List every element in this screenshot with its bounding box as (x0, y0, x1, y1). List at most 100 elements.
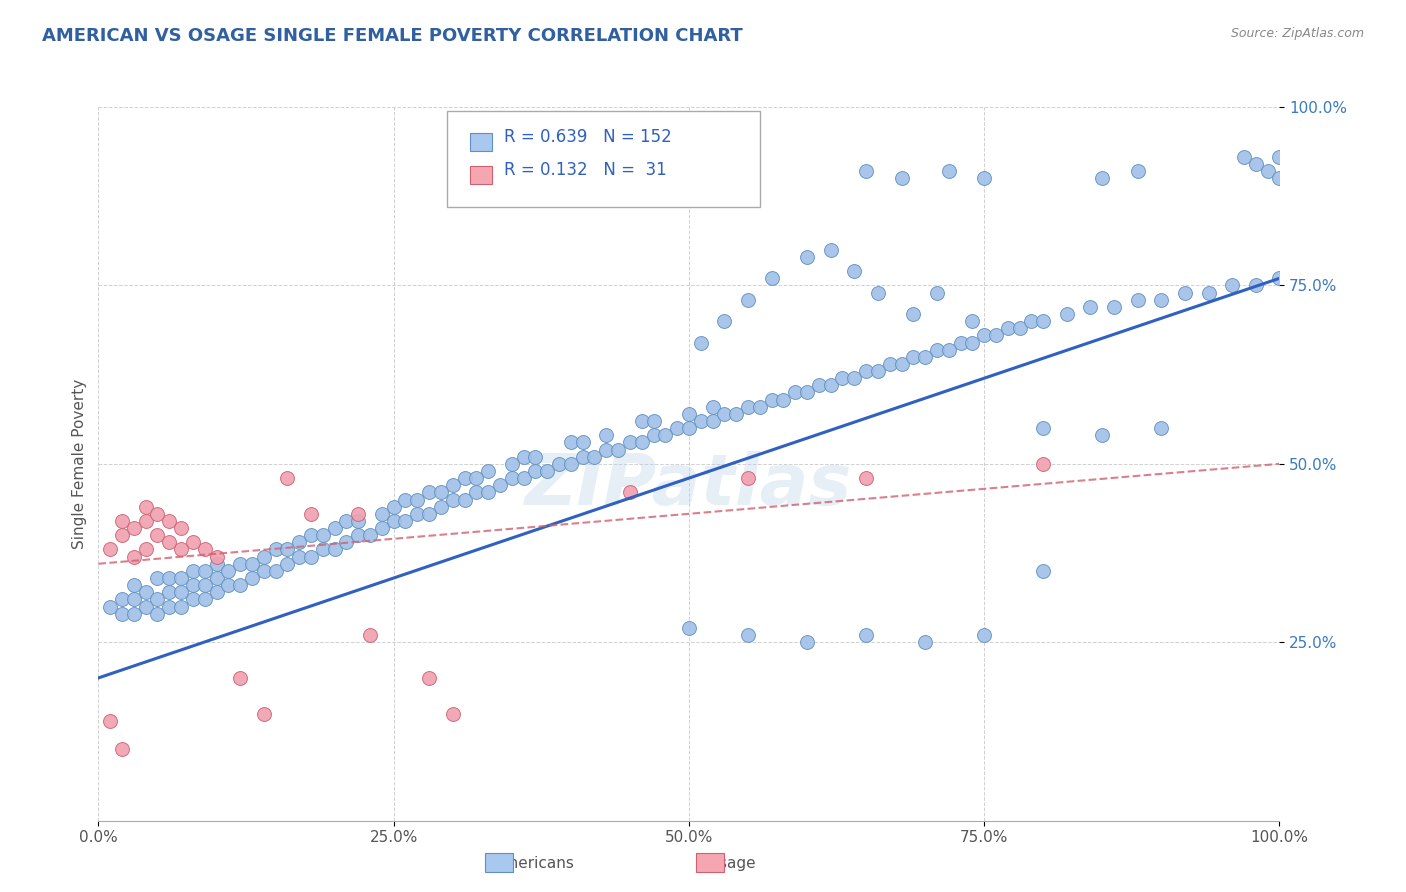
Point (1268, 150, 1291, 164)
Point (465, 485, 488, 500)
Point (347, 514, 370, 528)
Point (394, 514, 416, 528)
Point (560, 435, 582, 450)
Point (430, 485, 453, 500)
Point (761, 392, 783, 407)
Point (571, 450, 593, 464)
Point (111, 528, 134, 542)
Point (903, 307, 925, 321)
Point (903, 350, 925, 364)
Point (962, 314, 984, 328)
Point (583, 450, 606, 464)
Point (441, 492, 464, 507)
Point (772, 392, 794, 407)
Point (111, 592, 134, 607)
Point (359, 528, 381, 542)
Point (323, 542, 346, 557)
Point (371, 507, 394, 521)
Point (1220, 278, 1243, 293)
Point (866, 364, 889, 378)
Point (512, 450, 534, 464)
Point (157, 535, 180, 549)
Point (737, 471, 759, 485)
Point (323, 521, 346, 535)
FancyBboxPatch shape (447, 111, 759, 207)
Point (98, 542, 121, 557)
Point (595, 428, 617, 442)
Point (548, 457, 571, 471)
Text: Americans: Americans (494, 856, 575, 871)
Point (1056, 307, 1078, 321)
Point (146, 507, 169, 521)
Point (253, 706, 276, 721)
Point (347, 528, 370, 542)
Point (524, 450, 547, 464)
Point (890, 171, 912, 186)
Point (288, 549, 311, 564)
Point (512, 471, 534, 485)
Point (855, 471, 877, 485)
Y-axis label: Single Female Poverty: Single Female Poverty (72, 379, 87, 549)
Point (607, 442, 630, 457)
Point (146, 592, 169, 607)
Point (1091, 171, 1114, 186)
Point (1126, 293, 1149, 307)
Text: ZIPatlas: ZIPatlas (526, 450, 852, 520)
Point (938, 164, 960, 178)
Point (925, 285, 948, 300)
Point (135, 542, 157, 557)
Point (205, 557, 228, 571)
Point (264, 564, 287, 578)
Point (157, 514, 180, 528)
Point (205, 571, 228, 585)
Point (406, 507, 429, 521)
Point (654, 428, 676, 442)
Point (1150, 293, 1173, 307)
Point (962, 335, 984, 350)
Point (595, 442, 617, 457)
Point (855, 628, 877, 642)
Point (146, 607, 169, 621)
Point (713, 314, 735, 328)
Point (1032, 421, 1054, 435)
Point (135, 599, 157, 614)
Point (1032, 457, 1054, 471)
Point (181, 564, 204, 578)
Point (205, 585, 228, 599)
Point (253, 549, 276, 564)
Point (382, 514, 405, 528)
Point (949, 335, 972, 350)
Point (855, 164, 877, 178)
Point (855, 364, 877, 378)
Text: R = 0.132   N =  31: R = 0.132 N = 31 (503, 161, 666, 178)
Point (335, 514, 357, 528)
Point (489, 478, 512, 492)
Point (418, 485, 440, 500)
Point (465, 471, 488, 485)
Point (1032, 314, 1054, 328)
Point (619, 485, 641, 500)
Point (205, 549, 228, 564)
Point (619, 435, 641, 450)
Point (1244, 157, 1267, 171)
Point (217, 564, 239, 578)
Point (276, 557, 298, 571)
Point (807, 378, 830, 392)
Point (111, 742, 134, 756)
Point (453, 471, 475, 485)
Point (111, 607, 134, 621)
Point (122, 592, 145, 607)
Point (643, 414, 665, 428)
Point (666, 421, 689, 435)
Point (135, 514, 157, 528)
Point (430, 500, 453, 514)
Point (796, 250, 818, 264)
Point (276, 471, 298, 485)
Point (820, 243, 842, 257)
Point (217, 578, 239, 592)
Point (441, 478, 464, 492)
Point (253, 564, 276, 578)
Point (1233, 150, 1256, 164)
Point (299, 528, 322, 542)
Point (229, 578, 252, 592)
